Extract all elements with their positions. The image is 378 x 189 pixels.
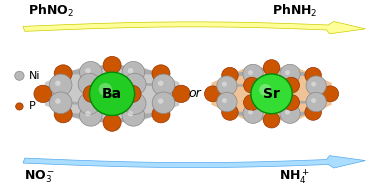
Ellipse shape xyxy=(305,104,321,120)
Ellipse shape xyxy=(122,105,145,126)
Ellipse shape xyxy=(251,74,292,114)
Ellipse shape xyxy=(85,111,91,116)
Ellipse shape xyxy=(283,94,299,110)
Ellipse shape xyxy=(124,73,146,95)
Ellipse shape xyxy=(311,98,316,103)
Text: PhNO$_2$: PhNO$_2$ xyxy=(28,3,74,19)
Ellipse shape xyxy=(222,67,238,83)
Ellipse shape xyxy=(280,104,300,123)
Ellipse shape xyxy=(158,81,163,86)
Ellipse shape xyxy=(83,85,101,102)
Ellipse shape xyxy=(248,70,253,75)
Ellipse shape xyxy=(222,104,238,120)
Text: NO$_3^-$: NO$_3^-$ xyxy=(24,169,55,185)
Ellipse shape xyxy=(34,85,52,102)
Ellipse shape xyxy=(103,56,121,74)
Ellipse shape xyxy=(305,67,321,83)
Ellipse shape xyxy=(222,82,227,87)
Ellipse shape xyxy=(152,74,175,96)
Ellipse shape xyxy=(50,74,72,96)
Ellipse shape xyxy=(152,92,175,114)
Ellipse shape xyxy=(306,92,326,112)
Ellipse shape xyxy=(248,110,253,115)
Ellipse shape xyxy=(90,72,135,115)
Ellipse shape xyxy=(15,103,23,110)
Ellipse shape xyxy=(285,110,290,115)
Text: NH$_4^+$: NH$_4^+$ xyxy=(279,167,310,186)
Polygon shape xyxy=(45,66,179,122)
Ellipse shape xyxy=(152,105,170,123)
Ellipse shape xyxy=(263,112,280,128)
Ellipse shape xyxy=(103,114,121,131)
Ellipse shape xyxy=(152,65,170,82)
Ellipse shape xyxy=(122,61,145,83)
Text: Ni: Ni xyxy=(28,71,40,81)
Ellipse shape xyxy=(54,65,72,82)
Ellipse shape xyxy=(280,64,300,84)
Text: Sr: Sr xyxy=(263,87,280,101)
Text: or: or xyxy=(188,87,201,100)
Ellipse shape xyxy=(259,84,271,96)
Ellipse shape xyxy=(204,86,221,102)
Ellipse shape xyxy=(54,105,72,123)
Ellipse shape xyxy=(283,77,299,93)
Ellipse shape xyxy=(311,82,316,87)
Ellipse shape xyxy=(78,93,101,114)
Ellipse shape xyxy=(79,61,102,83)
Ellipse shape xyxy=(55,98,61,104)
Ellipse shape xyxy=(243,77,260,93)
Text: PhNH$_2$: PhNH$_2$ xyxy=(271,3,317,19)
Ellipse shape xyxy=(322,86,339,102)
Ellipse shape xyxy=(99,83,112,96)
Ellipse shape xyxy=(217,76,237,95)
Ellipse shape xyxy=(103,93,121,111)
Ellipse shape xyxy=(158,98,163,104)
Ellipse shape xyxy=(306,76,326,95)
Ellipse shape xyxy=(222,98,227,103)
Ellipse shape xyxy=(50,92,72,114)
Ellipse shape xyxy=(79,105,102,126)
Ellipse shape xyxy=(128,111,133,116)
Ellipse shape xyxy=(85,68,91,73)
Ellipse shape xyxy=(285,70,290,75)
Text: P: P xyxy=(28,101,35,112)
Ellipse shape xyxy=(123,85,141,102)
Ellipse shape xyxy=(263,60,280,76)
Ellipse shape xyxy=(128,68,133,73)
Ellipse shape xyxy=(124,93,146,114)
Polygon shape xyxy=(23,22,366,34)
Ellipse shape xyxy=(243,64,263,84)
Ellipse shape xyxy=(217,92,237,112)
Text: Ba: Ba xyxy=(102,87,122,101)
Ellipse shape xyxy=(103,77,121,94)
Ellipse shape xyxy=(78,73,101,95)
Polygon shape xyxy=(211,67,332,120)
Ellipse shape xyxy=(243,94,260,110)
Ellipse shape xyxy=(15,71,24,80)
Ellipse shape xyxy=(172,85,190,102)
Ellipse shape xyxy=(243,104,263,123)
Polygon shape xyxy=(23,156,366,168)
Ellipse shape xyxy=(55,81,61,86)
